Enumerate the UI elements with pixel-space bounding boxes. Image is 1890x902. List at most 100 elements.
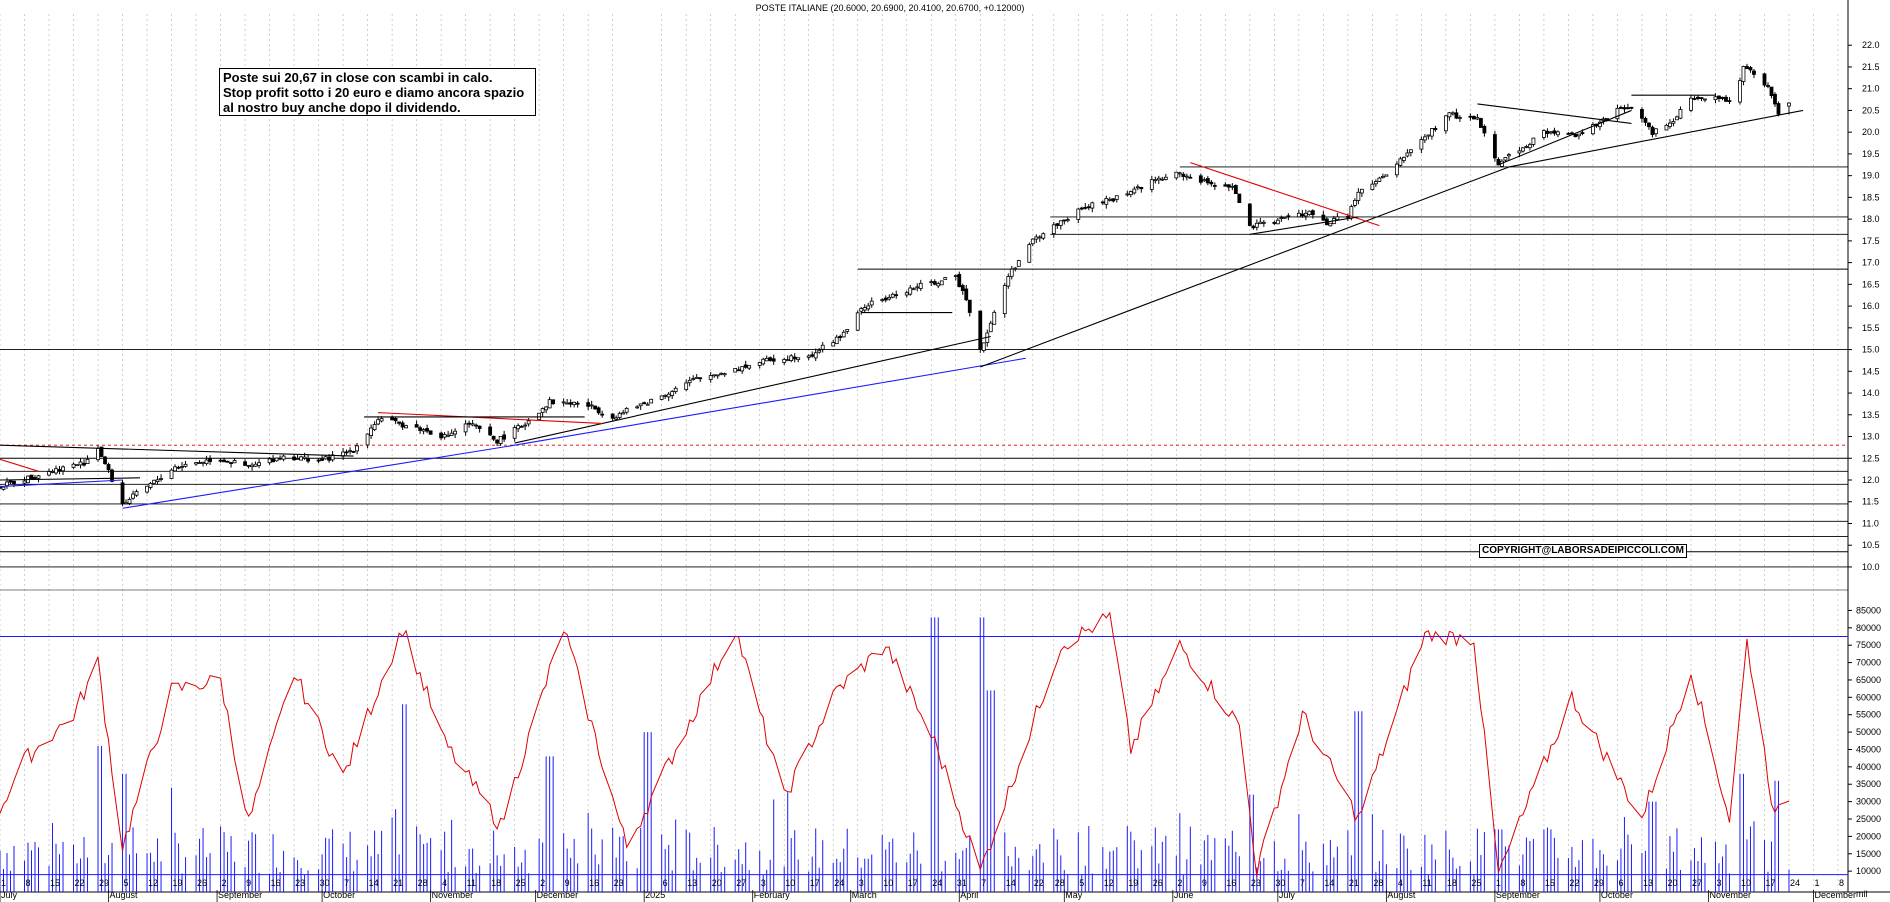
price-tick-label: 19.5 (1862, 149, 1880, 159)
candle-body (659, 395, 664, 400)
candle-body (106, 464, 111, 471)
candle-body (743, 364, 748, 368)
candle-body (733, 368, 738, 373)
candle-body (1507, 154, 1511, 157)
trendlines (0, 94, 1804, 509)
candle-body (449, 432, 454, 436)
candle-body (306, 458, 310, 462)
volume-tick-label: 15000 (1856, 849, 1881, 859)
candle-body (425, 428, 430, 432)
week-tick-label: 23 (614, 878, 624, 888)
price-tick-label: 16.5 (1862, 279, 1880, 289)
candle-body (1065, 219, 1070, 222)
candle-body (806, 355, 811, 358)
candle-body (442, 434, 447, 438)
candle-body (1531, 137, 1536, 145)
week-tick-label: 3 (761, 878, 766, 888)
candle-body (593, 405, 598, 410)
candle-body (516, 425, 521, 430)
candle-body (771, 358, 776, 362)
candle-body (173, 466, 177, 472)
candle-body (1296, 212, 1301, 218)
volume-bars (0, 617, 1790, 892)
candle-body (1356, 191, 1361, 201)
candle-body (1286, 215, 1291, 218)
price-tick-label: 15.5 (1862, 323, 1880, 333)
candle-body (1380, 175, 1385, 179)
candle-body (176, 466, 181, 469)
candle-body (547, 399, 552, 409)
analysis-note: Poste sui 20,67 in close con scambi in c… (219, 68, 536, 116)
week-tick-label: 27 (1692, 878, 1702, 888)
volume-tick-label: 80000 (1856, 623, 1881, 633)
candle-body (1422, 136, 1427, 141)
candle-body (967, 299, 972, 313)
candle-body (229, 462, 233, 464)
candle-body (883, 297, 888, 301)
candle-body (561, 401, 566, 404)
week-tick-label: 3 (859, 878, 864, 888)
candle-body (208, 457, 212, 462)
candle-body (222, 459, 226, 463)
week-tick-label: 13 (1643, 878, 1653, 888)
week-tick-label: 25 (1471, 878, 1481, 888)
candle-body (1654, 128, 1658, 135)
candle-body (1549, 131, 1553, 134)
week-tick-label: 10 (785, 878, 795, 888)
candle-body (1100, 201, 1105, 204)
candle-body (866, 305, 871, 310)
price-tick-label: 18.0 (1862, 214, 1880, 224)
candle-body (365, 433, 370, 446)
week-tick-label: 21 (393, 878, 403, 888)
candle-body (880, 299, 885, 302)
candle-body (691, 378, 696, 380)
candle-body (1321, 214, 1326, 221)
price-tick-label: 13.5 (1862, 410, 1880, 420)
candle-body (1766, 85, 1770, 87)
volume-tick-label: 45000 (1856, 744, 1881, 754)
candle-body (1748, 67, 1753, 71)
week-tick-label: 10 (1741, 878, 1751, 888)
candle-body (1664, 124, 1669, 131)
date-axis: 1 8 15 22 29 5 12 19 26 2 9 16 23 30 7 14 21 28 4 11 18 25 2 9 1… (0, 878, 1856, 902)
week-tick-label: 16 (1226, 878, 1236, 888)
candle-body (859, 308, 864, 312)
candle-body (400, 422, 405, 428)
candle-body (243, 461, 247, 466)
price-tick-label: 14.0 (1862, 388, 1880, 398)
candle-body (1443, 115, 1448, 132)
candle-body (918, 282, 923, 289)
week-tick-label: 2 (540, 878, 545, 888)
price-tick-label: 21.5 (1862, 62, 1880, 72)
candle-body (1496, 158, 1501, 166)
week-tick-label: 22 (1569, 878, 1579, 888)
candle-body (1030, 238, 1035, 245)
candle-body (624, 407, 629, 413)
week-tick-label: 16 (271, 878, 281, 888)
candle-body (596, 407, 601, 414)
candle-body (1787, 102, 1791, 107)
month-label: June (1174, 890, 1194, 900)
candle-body (617, 412, 622, 418)
week-tick-label: 17 (810, 878, 820, 888)
candle-body (1643, 118, 1648, 123)
candle-body (1037, 236, 1042, 239)
candle-body (446, 434, 451, 437)
candle-body (295, 458, 300, 460)
candle-body (810, 354, 815, 357)
candle-body (502, 434, 507, 440)
week-tick-label: 18 (1447, 878, 1457, 888)
week-tick-label: 24 (932, 878, 942, 888)
candle-body (869, 300, 874, 306)
candle-body (1177, 172, 1182, 175)
week-tick-label: 4 (442, 878, 447, 888)
candle-body (1125, 193, 1130, 196)
candle-body (565, 402, 570, 405)
candle-body (988, 322, 993, 333)
candle-body (1762, 73, 1767, 86)
candle-body (635, 406, 640, 409)
candle-body (351, 451, 356, 453)
candle-body (12, 480, 16, 485)
candle-body (1433, 127, 1438, 130)
